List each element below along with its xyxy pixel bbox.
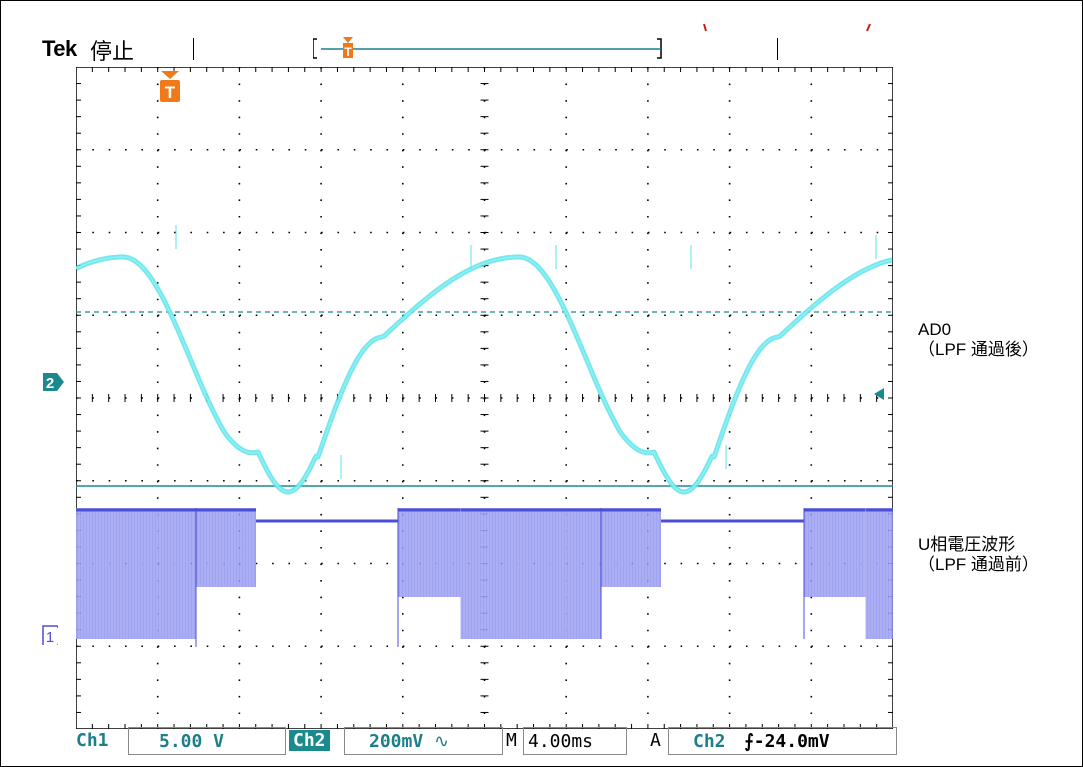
header-divider (193, 38, 194, 60)
timebase-value[interactable]: 4.00ms (523, 727, 627, 755)
trigger-source: Ch2 (693, 731, 726, 752)
trigger-position-icon: T (343, 37, 353, 59)
acquisition-status: 停止 (90, 40, 135, 65)
ad0-annotation: AD0 （LPF 通過後） (918, 320, 1039, 360)
svg-text:1: 1 (46, 629, 54, 645)
u-phase-title: U相電圧波形 (918, 535, 1016, 554)
trigger-marker-icon: T (160, 71, 180, 102)
brand-logo: Tek (42, 36, 77, 61)
ch2-trace (76, 225, 893, 495)
ch1-position-marker[interactable]: 1 (42, 625, 58, 645)
oscilloscope-display[interactable] (76, 67, 893, 729)
ch2-scale-value: 200mV (369, 731, 424, 752)
ch2-scale[interactable]: 200mV ∿ (344, 727, 503, 755)
ch1-trace (76, 508, 893, 647)
record-position-bar[interactable]: T (313, 36, 673, 62)
u-phase-subtitle: （LPF 通過前） (918, 555, 1039, 574)
trigger-readout[interactable]: Ch2 ⨍-24.0mV (668, 727, 897, 755)
ad0-title: AD0 (918, 320, 952, 339)
svg-text:T: T (344, 45, 352, 59)
svg-text:2: 2 (46, 375, 54, 392)
rising-slope-icon: ⨍ (744, 731, 754, 752)
ch1-scale[interactable]: 5.00 V (128, 727, 286, 755)
trigger-level-arrow-icon (874, 388, 884, 400)
trigger-mode: A (650, 730, 661, 751)
ac-coupling-icon: ∿ (434, 731, 450, 752)
trigger-level: -24.0mV (753, 731, 830, 752)
ad0-subtitle: （LPF 通過後） (918, 340, 1039, 359)
u-phase-annotation: U相電圧波形 （LPF 通過前） (918, 535, 1039, 575)
ch2-position-marker[interactable]: 2 (42, 372, 64, 392)
ch2-label-wrap[interactable]: Ch2 (289, 727, 330, 755)
ch2-label: Ch2 (289, 730, 330, 751)
ch1-scale-value: 5.00 V (159, 731, 225, 752)
timebase-label: M (506, 730, 517, 751)
ch1-label[interactable]: Ch1 (76, 730, 109, 751)
header-divider (777, 38, 778, 60)
header-edge-marks (703, 23, 871, 32)
svg-text:T: T (165, 83, 176, 102)
